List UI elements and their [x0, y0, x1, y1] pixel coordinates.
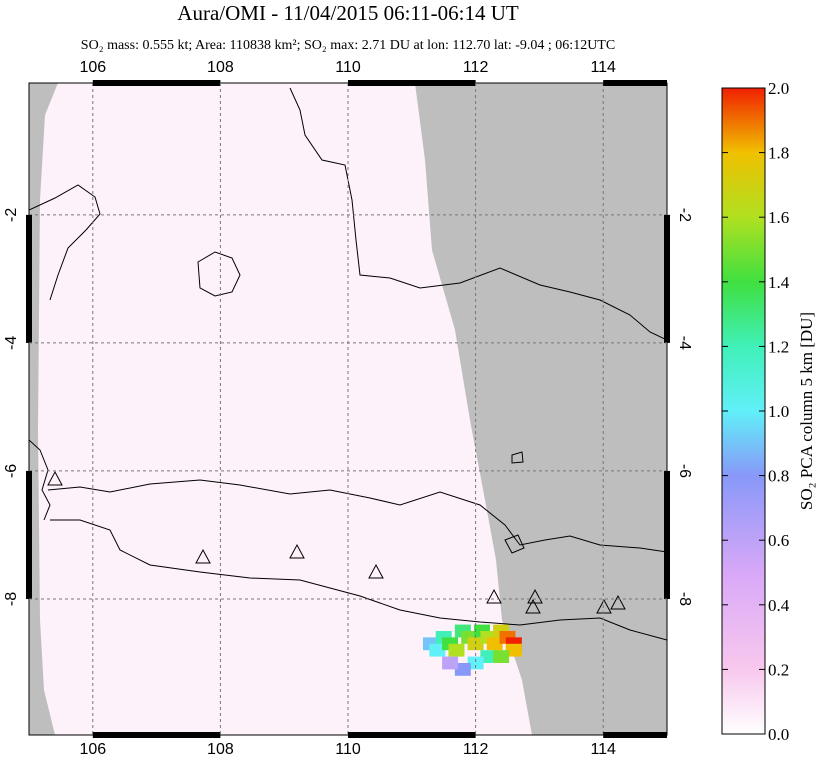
- so2-cell: [505, 643, 522, 657]
- colorbar-tick-label: 1.4: [768, 273, 790, 292]
- island: [197, 251, 525, 554]
- axis-bar: [603, 80, 667, 86]
- colorbar-label: SO₂ PCA column 5 km [DU]: [797, 312, 816, 510]
- volcanoes: [47, 470, 626, 614]
- so2-cell: [480, 650, 497, 663]
- so2-cell: [493, 650, 510, 663]
- coastline: [47, 479, 667, 641]
- y-tick-label: -6: [676, 464, 693, 478]
- x-tick-label: 110: [335, 59, 361, 76]
- plume: [422, 624, 522, 676]
- y-tick-label: -8: [676, 592, 693, 606]
- y-tick-label: -4: [676, 336, 693, 350]
- axis-bar: [348, 732, 476, 738]
- y-tick-label: -6: [3, 464, 20, 478]
- so2-cell: [429, 643, 446, 657]
- colorbar-tick-label: 0.0: [768, 725, 789, 744]
- axis-bar: [92, 732, 221, 738]
- coastline: [29, 184, 101, 521]
- colorbar-tick-label: 1.2: [768, 337, 789, 356]
- x-tick-label: 108: [207, 59, 234, 76]
- colorbar-tick-label: 0.6: [768, 531, 789, 550]
- subtitle: SO₂ mass: 0.555 kt; Area: 110838 km²; SO…: [81, 38, 615, 53]
- so2-cell: [442, 656, 459, 670]
- x-tick-label: 108: [207, 741, 234, 758]
- axis-bar: [348, 80, 476, 86]
- colorbar-tick-label: 1.6: [768, 208, 789, 227]
- axis-bar: [92, 80, 221, 86]
- x-tick-label: 114: [590, 59, 616, 76]
- x-tick-label: 112: [463, 59, 489, 76]
- axis-bar: [664, 214, 670, 343]
- colorbar: [721, 87, 766, 735]
- y-tick-label: -4: [3, 336, 20, 350]
- axis-bar: [603, 732, 667, 738]
- axis-bar: [26, 214, 32, 343]
- no-data: [415, 83, 667, 735]
- so2-cell: [486, 637, 503, 651]
- x-tick-label: 112: [463, 741, 489, 758]
- axis-bar: [664, 470, 670, 599]
- x-tick-label: 106: [79, 741, 106, 758]
- coastline: [289, 87, 667, 341]
- colorbar-tick-label: 0.8: [768, 467, 789, 486]
- colorbar-tick-label: 1.0: [768, 402, 789, 421]
- colorbar-tick-label: 0.2: [768, 660, 789, 679]
- x-tick-label: 114: [590, 741, 616, 758]
- colorbar-tick-label: 0.4: [768, 596, 790, 615]
- colorbar-tick-label: 1.8: [768, 144, 789, 163]
- colorbar-tick-label: 2.0: [768, 79, 789, 98]
- title: Aura/OMI - 11/04/2015 06:11-06:14 UT: [177, 1, 519, 25]
- y-tick-label: -2: [3, 208, 20, 222]
- x-tick-label: 106: [79, 59, 106, 76]
- y-tick-label: -2: [676, 208, 693, 222]
- so2-cell: [454, 662, 471, 676]
- no-data: [29, 83, 58, 735]
- axis-bar: [26, 470, 32, 599]
- so2-cell: [448, 643, 465, 657]
- y-tick-label: -8: [3, 592, 20, 606]
- x-tick-label: 110: [335, 741, 361, 758]
- so2-cell: [467, 656, 484, 670]
